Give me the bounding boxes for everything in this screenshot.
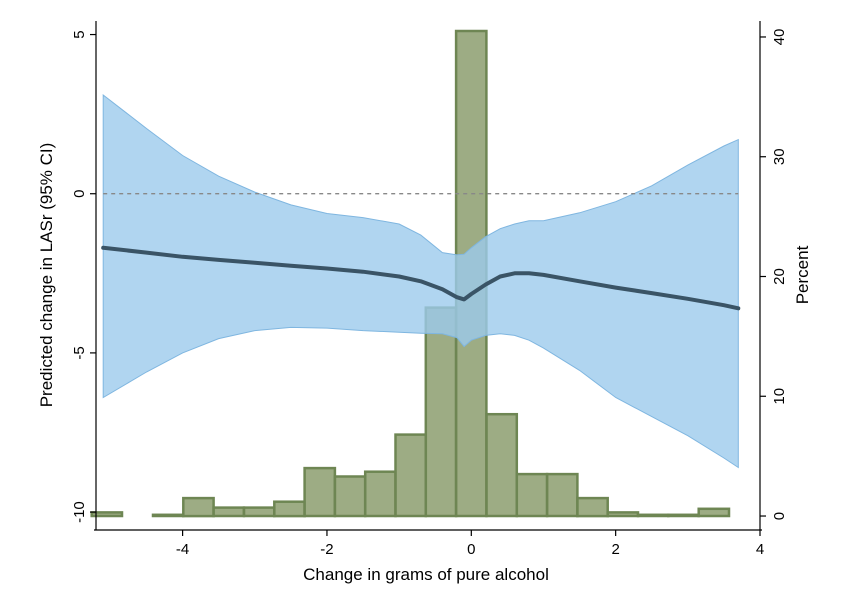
- x-tick-label: 0: [467, 541, 475, 558]
- histogram-bar-15: [576, 496, 609, 518]
- right-y-tick-label: 30: [771, 148, 788, 165]
- right-y-tick-label: 0: [771, 512, 788, 520]
- axes: -4 -2 0 2 4 -10 -5 0 5 0 10 20 30 40: [71, 21, 788, 558]
- histogram-bar-3: [212, 506, 246, 518]
- left-y-axis-title: Predicted change in LASr (95% CI): [37, 143, 56, 408]
- histogram-bar-17: [636, 513, 670, 518]
- prediction-line-path: [101, 245, 741, 311]
- prediction-line: [101, 245, 741, 311]
- histogram-bar-6: [303, 466, 337, 518]
- histogram-bar-14: [545, 472, 579, 518]
- histogram-bar-0: [90, 511, 124, 518]
- histogram-bar-1: [151, 513, 185, 518]
- left-y-tick-label: -10: [71, 501, 88, 523]
- x-tick-label: 2: [611, 541, 619, 558]
- histogram-bar-7: [333, 475, 367, 518]
- right-y-axis-title: Percent: [793, 245, 812, 304]
- right-y-tick-label: 40: [771, 29, 788, 46]
- histogram-bar-4: [242, 506, 276, 518]
- histogram-bar-13: [515, 472, 549, 518]
- histogram-bar-9: [394, 433, 428, 518]
- histogram-bar-19: [697, 507, 731, 518]
- x-axis-title: Change in grams of pure alcohol: [303, 565, 549, 584]
- x-tick-label: -2: [320, 541, 333, 558]
- histogram-bar-16: [606, 511, 640, 518]
- x-tick-label: -4: [176, 541, 189, 558]
- histogram-bar-5: [273, 500, 306, 518]
- x-tick-label: 4: [756, 541, 764, 558]
- left-y-tick-label: 0: [71, 190, 88, 198]
- histogram-bar-2: [182, 496, 215, 518]
- histogram-bar-12: [485, 412, 519, 518]
- left-y-tick-label: 5: [71, 30, 88, 38]
- histogram-bar-18: [667, 513, 700, 518]
- left-y-tick-label: -5: [71, 346, 88, 359]
- right-y-tick-label: 20: [771, 268, 788, 285]
- histogram-bar-10: [424, 306, 458, 518]
- right-y-tick-label: 10: [771, 388, 788, 405]
- histogram-bar-8: [363, 470, 397, 518]
